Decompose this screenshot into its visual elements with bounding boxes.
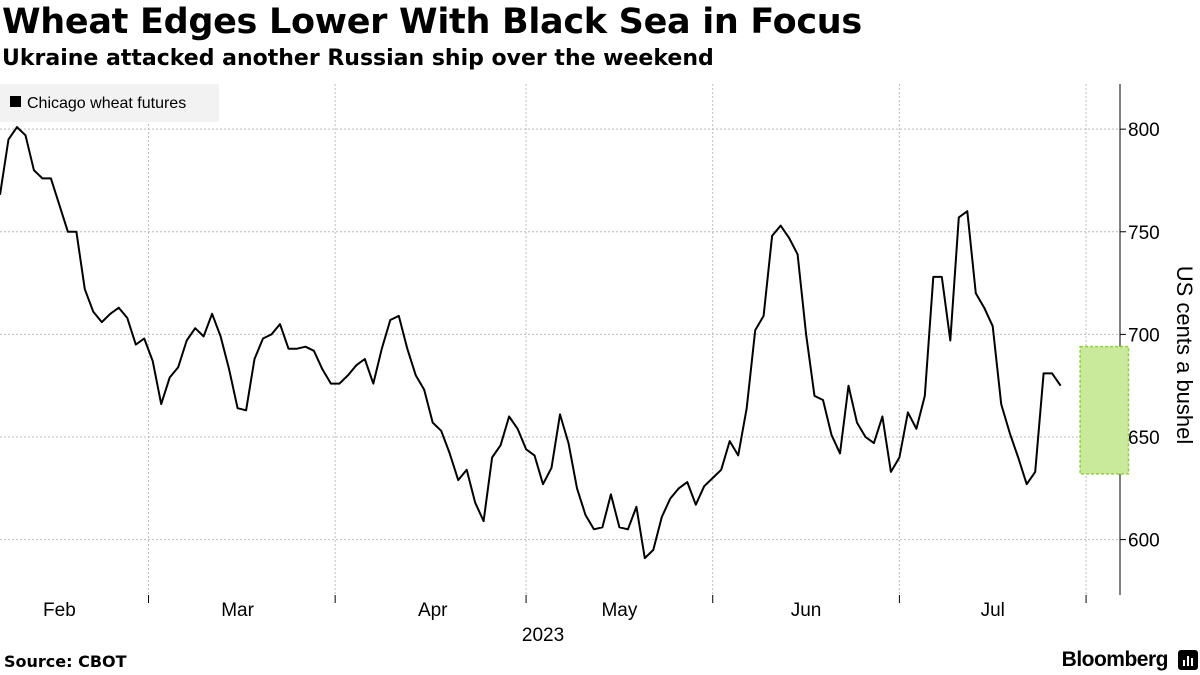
x-tick-label: Jul — [981, 600, 1005, 621]
x-tick-label: Jun — [791, 600, 822, 621]
highlight-box — [1079, 345, 1130, 475]
y-tick-label: 600 — [1128, 531, 1160, 552]
y-tick-label: 700 — [1128, 325, 1160, 346]
brand-name: Bloomberg — [1061, 648, 1169, 671]
chart-subtitle: Ukraine attacked another Russian ship ov… — [2, 46, 714, 71]
chart-title: Wheat Edges Lower With Black Sea in Focu… — [2, 2, 862, 42]
y-tick-label: 800 — [1128, 120, 1160, 141]
x-tick-label: Mar — [221, 600, 254, 621]
legend-swatch — [10, 96, 21, 107]
legend-label: Chicago wheat futures — [27, 95, 186, 112]
x-year-label: 2023 — [522, 625, 564, 646]
x-tick-label: Feb — [43, 600, 76, 621]
y-axis-title: US cents a bushel — [1172, 266, 1197, 445]
bloomberg-logo-icon — [1178, 650, 1198, 670]
series-line — [0, 126, 1062, 560]
legend-box — [0, 84, 219, 122]
y-tick-label: 650 — [1128, 428, 1160, 449]
x-tick-label: May — [601, 600, 637, 621]
x-tick-label: Apr — [418, 600, 448, 621]
source-note: Source: CBOT — [4, 652, 127, 671]
y-tick-label: 750 — [1128, 223, 1160, 244]
